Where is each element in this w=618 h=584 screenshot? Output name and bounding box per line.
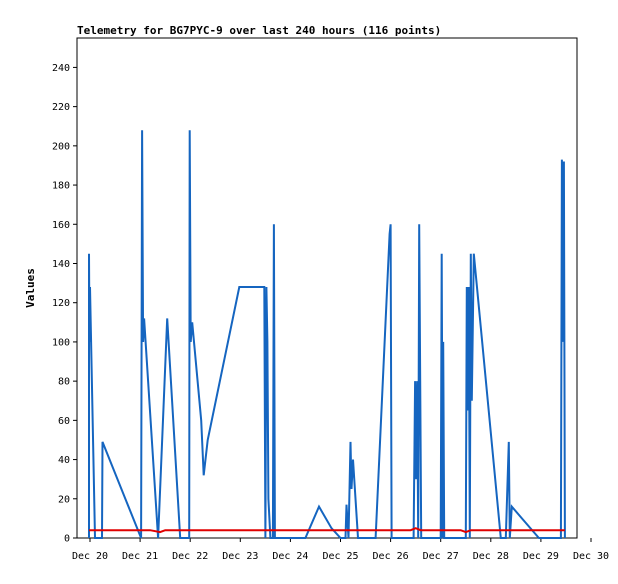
- series-layer: [88, 130, 566, 539]
- y-tick-label: 200: [52, 141, 70, 152]
- y-axis-label: Values: [24, 268, 37, 308]
- x-axis: Dec 20 Dec 21 Dec 22 Dec 23 Dec 24 Dec 25 Dec …: [72, 538, 609, 562]
- x-tick-label: Dec 23: [222, 551, 258, 562]
- x-tick-label: Dec 29: [523, 551, 559, 562]
- y-tick-label: 60: [58, 416, 70, 427]
- x-tick-label: Dec 21: [122, 551, 158, 562]
- y-tick-label: 140: [52, 259, 70, 270]
- x-tick-label: Dec 27: [423, 551, 459, 562]
- y-tick-label: 120: [52, 298, 70, 309]
- series-line-2: [89, 527, 565, 534]
- x-tick-label: Dec 26: [373, 551, 409, 562]
- y-tick-label: 100: [52, 337, 70, 348]
- y-tick-label: 40: [58, 455, 70, 466]
- y-tick-label: 160: [52, 220, 70, 231]
- x-tick-label: Dec 25: [322, 551, 358, 562]
- x-tick-label: Dec 28: [473, 551, 509, 562]
- x-tick-label: Dec 20: [72, 551, 108, 562]
- y-axis: 0 20 40 60 80 100 120 140 160 180 200 220 240: [52, 63, 77, 545]
- x-tick-label: Dec 30: [573, 551, 609, 562]
- y-tick-label: 20: [58, 494, 70, 505]
- y-tick-label: 220: [52, 102, 70, 113]
- series-line-1: [88, 130, 566, 539]
- plot-area: [76, 37, 578, 539]
- x-tick-label: Dec 22: [172, 551, 208, 562]
- y-tick-label: 180: [52, 181, 70, 192]
- chart-title: Telemetry for BG7PYC-9 over last 240 hou…: [77, 24, 441, 37]
- x-tick-label: Dec 24: [272, 551, 308, 562]
- y-tick-label: 80: [58, 377, 70, 388]
- y-tick-label: 0: [64, 534, 70, 545]
- y-tick-label: 240: [52, 63, 70, 74]
